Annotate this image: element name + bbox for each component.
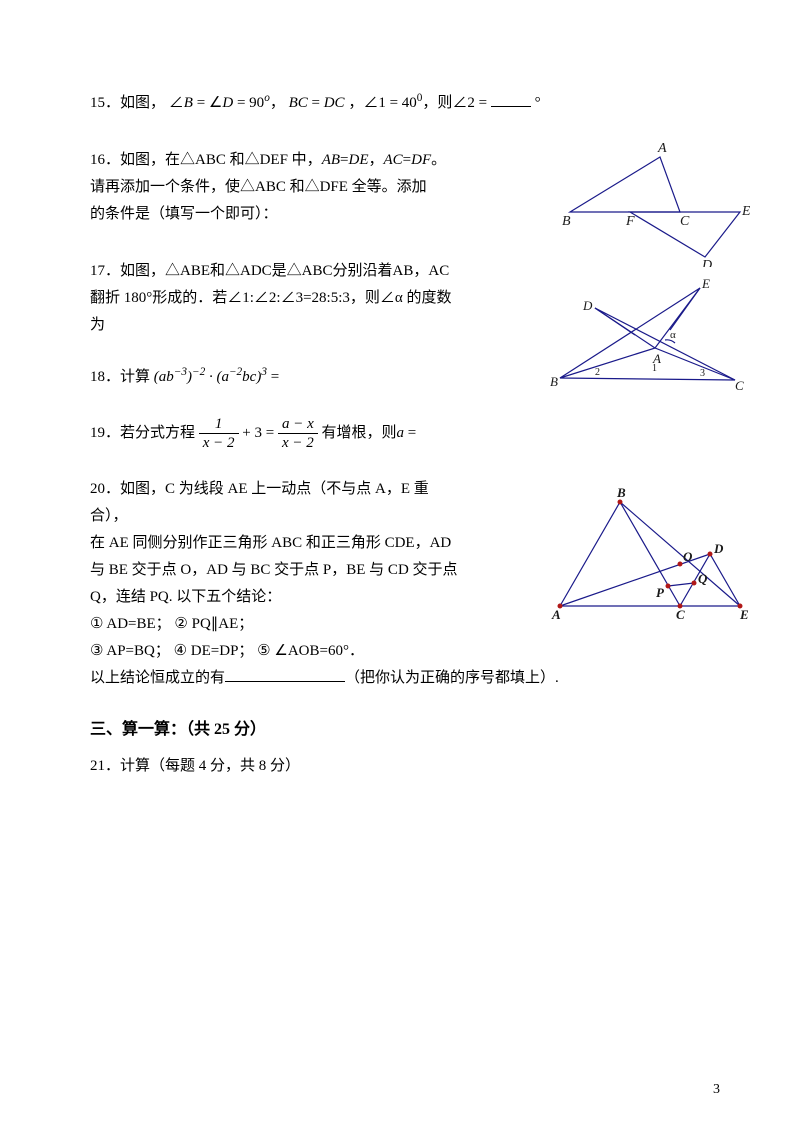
q16-label-A: A [657,141,667,156]
q20-line6: ③ AP=BQ； ④ DE=DP； ⑤ ∠AOB=60°． [90,638,720,665]
q20-line3: 与 BE 交于点 O，AD 与 BC 交于点 P，BE 与 CD 交于点 [90,557,460,584]
q20-label-O: O [683,549,693,564]
q16-end: 。 [431,152,446,168]
q19-plus: + 3 = [242,425,278,441]
q19-mid: 有增根，则 [322,425,397,441]
q20-line1: 20．如图，C 为线段 AE 上一动点（不与点 A，E 重合）， [90,476,460,530]
q17-line1: 17．如图，△ABE和△ADC是△ABC分别沿着AB，AC [90,258,470,285]
q18-exp1: −3 [174,366,187,378]
question-20: 20．如图，C 为线段 AE 上一动点（不与点 A，E 重合）， 在 AE 同侧… [90,476,720,692]
q16-line2: 请再添加一个条件，使△ABC 和△DFE 全等。添加 [90,174,460,201]
page-number: 3 [713,1077,720,1102]
q18-ab: ab [159,369,174,385]
q17-label-C: C [735,378,744,393]
q17-line1-text: 如图，△ABE和△ADC是△ABC分别沿着AB，AC [120,263,449,279]
q15-cond1-pre: ∠ [169,95,184,111]
q19-frac2-num: a − x [278,415,318,434]
q20-line2: 在 AE 同侧分别作正三角形 ABC 和正三角形 CDE，AD [90,530,460,557]
q16-line1: 16．如图，在△ABC 和△DEF 中，AB=DE，AC=DF。 [90,147,460,174]
q20-label-E: E [739,607,749,621]
q17-line3: 为 [90,312,470,339]
q16-df: DF [411,152,431,168]
q18-prefix: 18．计算 [90,369,150,385]
q16-line1-pre: 16．如图，在△ABC 和△DEF 中， [90,152,322,168]
q20-blank [225,667,345,682]
q18-exp4: 3 [261,366,267,378]
q20-line4: Q，连结 PQ. 以下五个结论： [90,584,460,611]
q20-label-C: C [676,607,685,621]
q15-sep1: ， [270,95,285,111]
q18-bc: bc [242,369,256,385]
q15-blank [491,92,531,107]
q18-exp2: −2 [192,366,205,378]
q20-line7-post: （把你认为正确的序号都填上）. [345,670,559,686]
q16-label-F: F [625,214,635,229]
q16-eq2: = [403,152,411,168]
q19-frac1-num: 1 [199,415,239,434]
q17-label: 17． [90,263,120,279]
q20-figure: A B C D E O P Q [540,471,750,621]
q20-svg: A B C D E O P Q [540,471,750,621]
q16-ab: AB [322,152,340,168]
q18-exp3: −2 [229,366,242,378]
q19-prefix: 19．若分式方程 [90,425,195,441]
q17-label-E: E [701,276,710,291]
q15-cond3-post: ，则∠2 = [422,95,490,111]
q16-figure: A B F C E D [550,137,750,267]
q18-dot: · ( [205,369,221,385]
q16-ac: AC [384,152,403,168]
question-17: 17．如图，△ABE和△ADC是△ABC分别沿着AB，AC 翻折 180°形成的… [90,258,720,339]
q19-a: a [397,425,405,441]
q15-var-B: B [184,95,193,111]
q20-label-P: P [656,585,665,600]
q15-end-deg: ° [535,95,541,111]
q16-svg: A B F C E D [550,137,750,267]
q15-dc: DC [324,95,345,111]
question-18: 18．计算 (ab−3)−2 · (a−2bc)3 = [90,364,720,391]
q15-eq2: = [308,95,324,111]
q16-label-E: E [741,204,750,219]
q19-frac2-den: x − 2 [278,434,318,452]
q16-de: DE [348,152,368,168]
q15-cond1-eq: = ∠ [193,95,222,111]
q20-label-Q: Q [698,571,708,586]
q15-cond3-pre: ，∠1 = 40 [348,95,416,111]
question-16: 16．如图，在△ABC 和△DEF 中，AB=DE，AC=DF。 请再添加一个条… [90,147,720,228]
q16-label-B: B [562,214,571,229]
q15-cond1-post: = 90 [233,95,264,111]
q16-label-C: C [680,214,690,229]
q20-line7: 以上结论恒成立的有 （把你认为正确的序号都填上）. [90,665,720,692]
question-15: 15．如图， ∠B = ∠D = 90o， BC = DC ，∠1 = 400，… [90,90,720,117]
q19-frac1-den: x − 2 [199,434,239,452]
q18-a: a [221,369,229,385]
q19-eq: = [404,425,416,441]
question-19: 19．若分式方程 1 x − 2 + 3 = a − x x − 2 有增根，则… [90,415,720,452]
q17-label-alpha: α [670,329,676,341]
q19-frac1: 1 x − 2 [199,415,239,452]
q20-label-B: B [616,485,626,500]
q15-var-D: D [222,95,233,111]
q15-bc: BC [289,95,308,111]
question-21: 21．计算（每题 4 分，共 8 分） [90,753,720,780]
q20-label-D: D [713,541,724,556]
q16-sep: ， [368,152,383,168]
q15-prefix: 15．如图， [90,95,165,111]
section-3-title: 三、算一算：（共 25 分） [90,716,720,745]
q16-line3: 的条件是（填写一个即可）： [90,201,460,228]
q18-eq: = [271,369,279,385]
q19-frac2: a − x x − 2 [278,415,318,452]
q20-line7-pre: 以上结论恒成立的有 [90,670,225,686]
q17-label-D: D [582,298,593,313]
q17-line2: 翻折 180°形成的．若∠1:∠2:∠3=28:5:3，则∠α 的度数 [90,285,470,312]
q20-label-A: A [551,607,561,621]
